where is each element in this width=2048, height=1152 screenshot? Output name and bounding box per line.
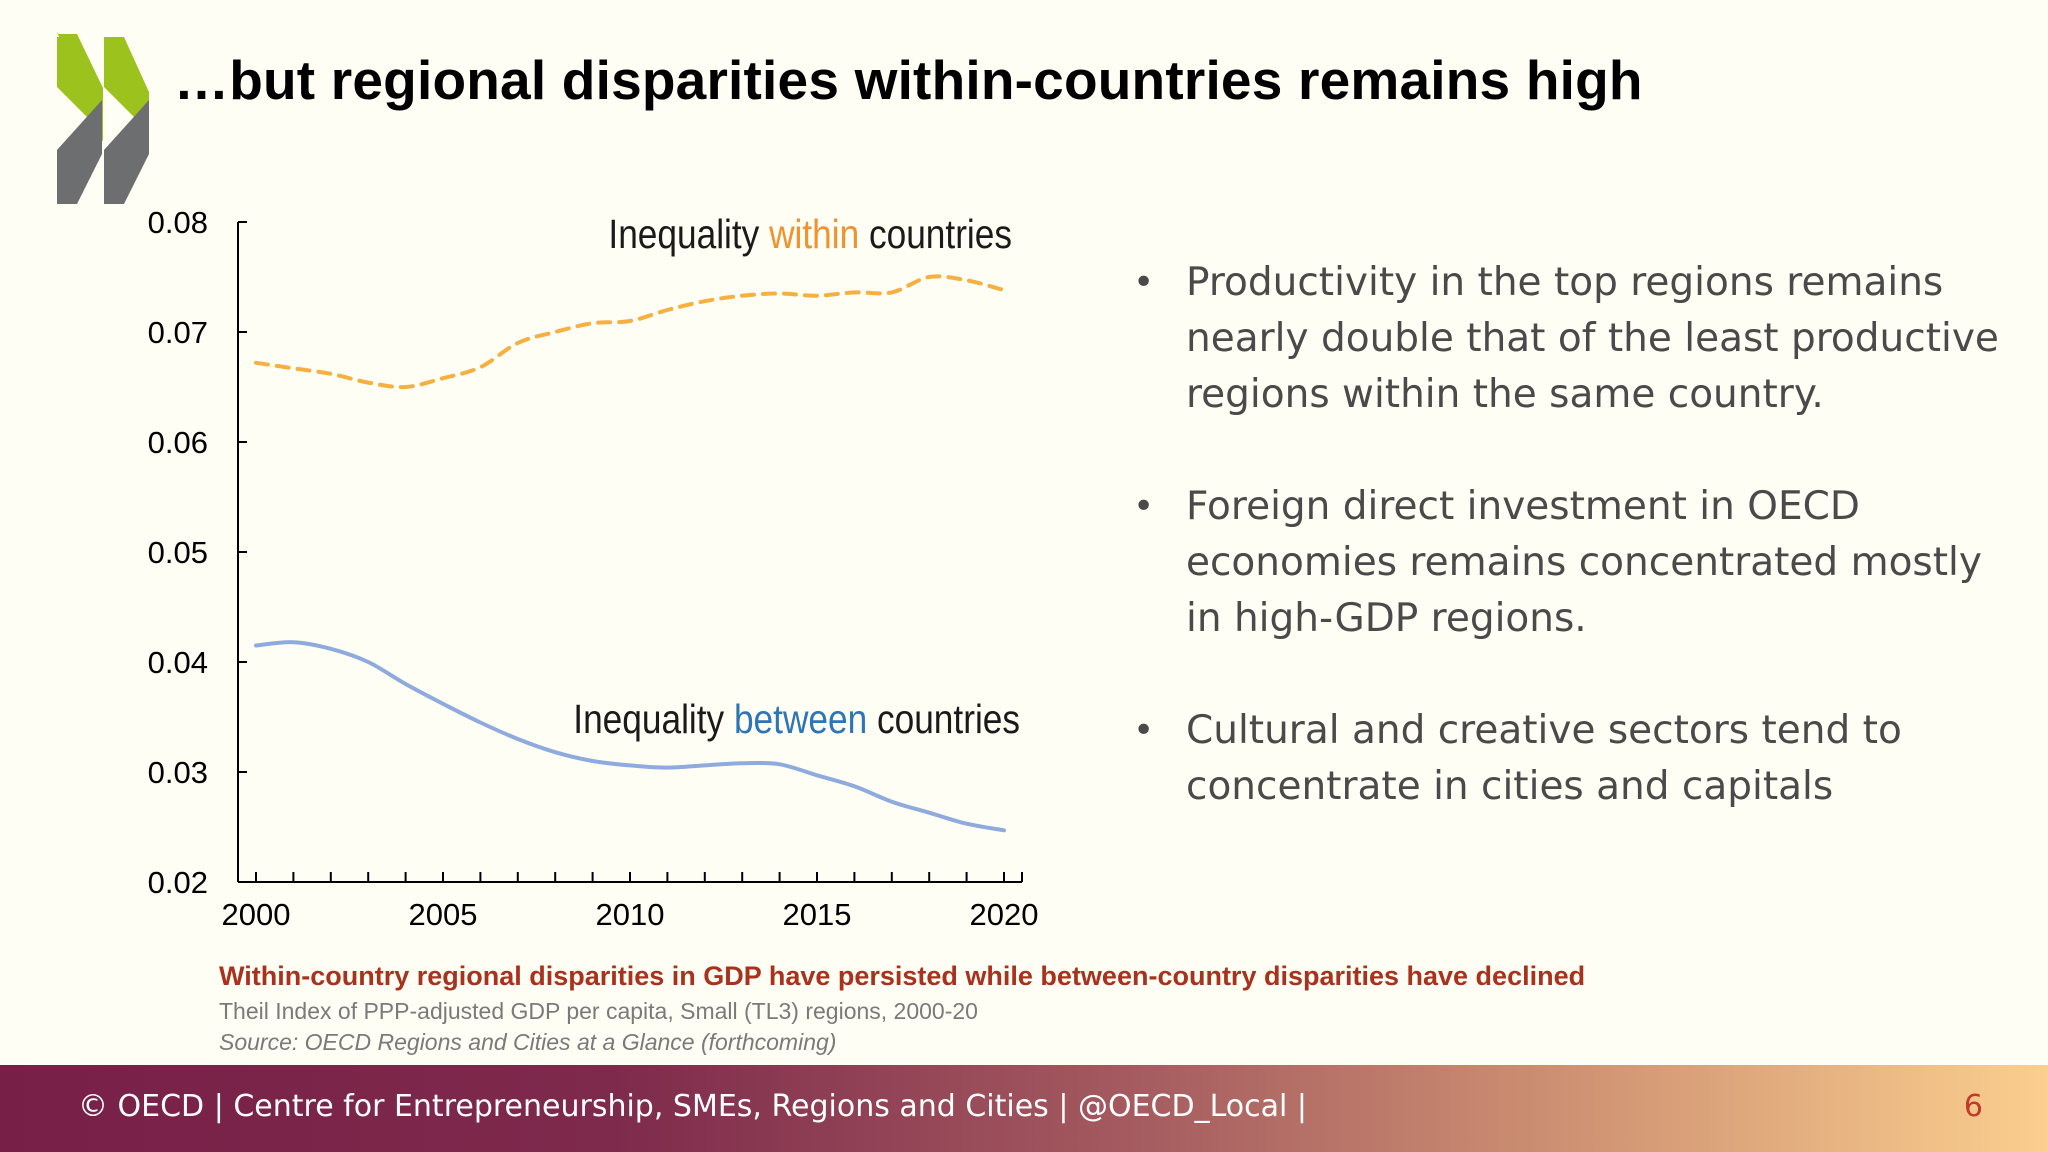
- x-tick-label: 2015: [783, 897, 852, 932]
- caption-subtitle: Theil Index of PPP-adjusted GDP per capi…: [219, 998, 978, 1024]
- oecd-logo: [57, 32, 149, 204]
- slide-title: …but regional disparities within-countri…: [174, 49, 1643, 111]
- series-label-text: Inequality: [573, 697, 734, 743]
- series-label-text: countries: [867, 697, 1020, 743]
- series-line-within: [254, 274, 1006, 390]
- caption-title: Within-country regional disparities in G…: [219, 961, 1586, 991]
- bullet-dot-icon: •: [1133, 262, 1155, 303]
- bullet-item: • Productivity in the top regions remains…: [1120, 255, 2020, 423]
- footer-text: © OECD | Centre for Entrepreneurship, SM…: [78, 1089, 1308, 1124]
- logo-green-left: [57, 37, 102, 132]
- bullet-item: • Foreign direct investment in OECD econo…: [1120, 479, 2020, 647]
- y-tick-label: 0.05: [148, 535, 208, 570]
- series-label-highlight: within: [768, 212, 859, 258]
- chart-caption: Within-country regional disparities in G…: [219, 961, 1585, 1056]
- y-tick-label: 0.06: [148, 425, 208, 460]
- x-tick-label: 2000: [222, 897, 291, 932]
- page-number: 6: [1963, 1089, 1983, 1124]
- bullet-text: Productivity in the top regions remains …: [1186, 260, 1999, 417]
- y-tick-label: 0.07: [148, 315, 208, 350]
- series-label-text: countries: [859, 212, 1012, 258]
- x-tick-label: 2020: [970, 897, 1039, 932]
- bullet-dot-icon: •: [1133, 486, 1155, 527]
- bullet-dot-icon: •: [1133, 710, 1155, 751]
- bullet-text: Foreign direct investment in OECD econom…: [1186, 484, 1982, 641]
- x-tick-label: 2005: [409, 897, 478, 932]
- series-label-within: Inequality within countries: [608, 212, 1012, 258]
- caption-source: Source: OECD Regions and Cities at a Gla…: [219, 1029, 837, 1055]
- logo-gray-right: [104, 100, 149, 204]
- bullet-text: Cultural and creative sectors tend to co…: [1186, 708, 1902, 809]
- footer-bar: © OECD | Centre for Entrepreneurship, SM…: [0, 1065, 2048, 1152]
- bullet-list: • Productivity in the top regions remains…: [1120, 255, 2020, 871]
- y-tick-label: 0.08: [148, 205, 208, 240]
- logo-green-right: [104, 37, 149, 132]
- x-tick-label: 2010: [596, 897, 665, 932]
- series-label-highlight: between: [734, 697, 867, 743]
- series-label-text: Inequality: [608, 212, 769, 258]
- y-tick-label: 0.03: [148, 755, 208, 790]
- y-tick-label: 0.02: [148, 865, 208, 900]
- series-label-between: Inequality between countries: [573, 697, 1020, 743]
- logo-gray-left: [57, 100, 102, 204]
- y-tick-label: 0.04: [148, 645, 208, 680]
- bullet-item: • Cultural and creative sectors tend to c…: [1120, 703, 2020, 815]
